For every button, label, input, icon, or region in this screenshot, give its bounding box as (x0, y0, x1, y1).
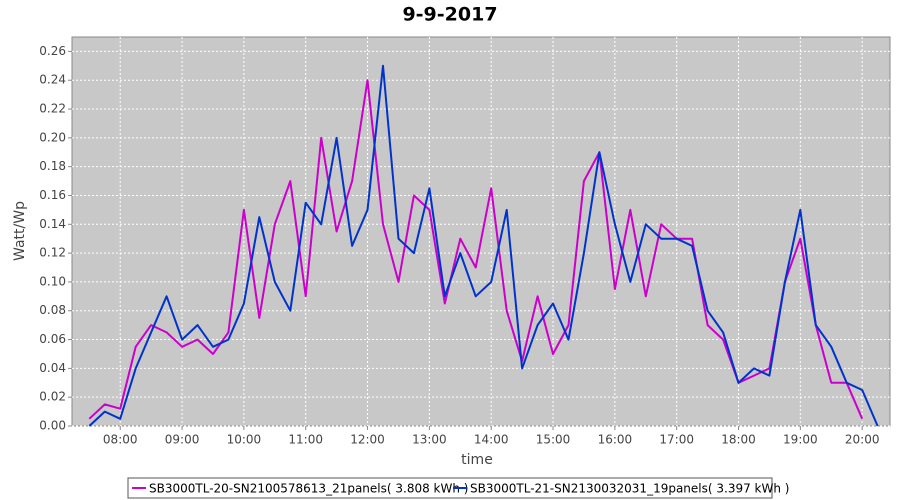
legend (127, 477, 773, 499)
y-tick-label: 0.22 (39, 102, 66, 116)
y-tick-label: 0.16 (39, 188, 66, 202)
x-tick-label: 20:00 (845, 433, 880, 447)
x-tick-label: 13:00 (412, 433, 447, 447)
y-tick-label: 0.20 (39, 130, 66, 144)
y-tick-label: 0.18 (39, 159, 66, 173)
series-line (88, 64, 879, 427)
x-tick-label: 14:00 (474, 433, 509, 447)
y-tick-label: 0.02 (39, 390, 66, 404)
y-tick-label: 0.10 (39, 274, 66, 288)
x-tick-label: 15:00 (536, 433, 571, 447)
y-tick-label: 0.06 (39, 332, 66, 346)
x-tick-label: 18:00 (721, 433, 756, 447)
legend-label: SB3000TL-20-SN2100578613_21panels( 3.808… (149, 482, 468, 496)
y-tick-label: 0.12 (39, 246, 66, 260)
x-tick-label: 08:00 (103, 433, 138, 447)
x-tick-label: 12:00 (350, 433, 385, 447)
y-axis-label: Watt/Wp (12, 201, 28, 261)
y-tick-label: 0.00 (39, 419, 66, 433)
y-tick-label: 0.08 (39, 303, 66, 317)
x-axis-label: time (461, 452, 493, 468)
x-tick-label: 16:00 (598, 433, 633, 447)
x-tick-label: 19:00 (783, 433, 818, 447)
y-tick-label: 0.14 (39, 217, 66, 231)
x-tick-label: 17:00 (659, 433, 694, 447)
y-tick-label: 0.26 (39, 44, 66, 58)
x-tick-label: 11:00 (288, 433, 323, 447)
chart-title: 9-9-2017 (402, 4, 497, 26)
plot-area (71, 36, 891, 427)
y-tick-label: 0.24 (39, 73, 66, 87)
x-tick-label: 09:00 (165, 433, 200, 447)
x-tick-label: 10:00 (227, 433, 262, 447)
legend-label: SB3000TL-21-SN2130032031_19panels( 3.397… (470, 482, 789, 496)
y-tick-label: 0.04 (39, 361, 66, 375)
